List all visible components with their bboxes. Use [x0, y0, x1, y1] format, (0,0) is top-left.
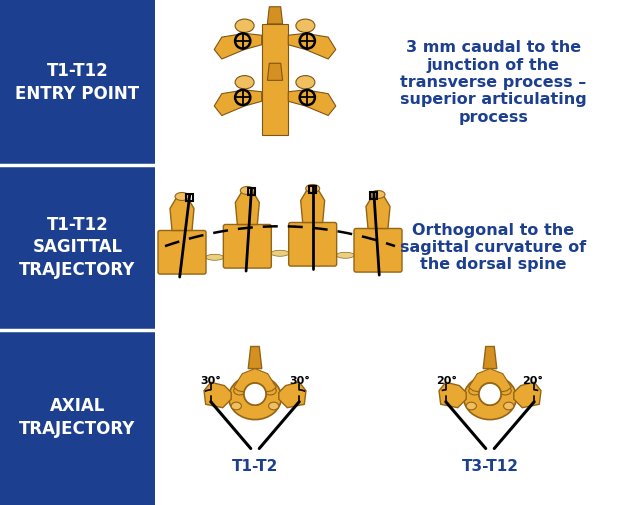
Polygon shape — [214, 90, 262, 116]
Ellipse shape — [337, 252, 355, 258]
Polygon shape — [439, 382, 466, 408]
Ellipse shape — [228, 375, 282, 420]
Ellipse shape — [306, 184, 319, 192]
Ellipse shape — [205, 255, 223, 260]
Ellipse shape — [231, 402, 241, 410]
Circle shape — [479, 383, 501, 405]
Ellipse shape — [371, 190, 385, 198]
Bar — [168, 9, 382, 156]
FancyBboxPatch shape — [158, 230, 206, 274]
Ellipse shape — [504, 402, 514, 410]
Bar — [371, 192, 378, 199]
Bar — [160, 167, 400, 328]
Circle shape — [244, 383, 266, 405]
Text: 20°: 20° — [522, 376, 543, 386]
Polygon shape — [288, 33, 336, 59]
Ellipse shape — [234, 386, 246, 395]
Circle shape — [244, 383, 266, 405]
Polygon shape — [288, 90, 336, 116]
Polygon shape — [248, 346, 262, 369]
Ellipse shape — [235, 76, 254, 89]
Polygon shape — [268, 63, 283, 80]
Polygon shape — [301, 190, 324, 223]
FancyBboxPatch shape — [289, 223, 337, 266]
Text: 30°: 30° — [200, 376, 221, 386]
Polygon shape — [366, 196, 390, 228]
FancyBboxPatch shape — [354, 228, 402, 272]
Ellipse shape — [296, 19, 315, 32]
Ellipse shape — [235, 19, 254, 32]
Ellipse shape — [499, 386, 511, 395]
Polygon shape — [234, 369, 276, 394]
Circle shape — [479, 383, 501, 405]
Ellipse shape — [463, 375, 516, 420]
Text: T1-T12
SAGITTAL
TRAJECTORY: T1-T12 SAGITTAL TRAJECTORY — [19, 216, 136, 279]
Polygon shape — [483, 346, 497, 369]
Text: T1-T2: T1-T2 — [232, 459, 278, 474]
Polygon shape — [268, 7, 283, 24]
Text: 3 mm caudal to the
junction of the
transverse process –
superior articulating
pr: 3 mm caudal to the junction of the trans… — [400, 40, 587, 125]
Ellipse shape — [241, 186, 254, 194]
Text: AXIAL
TRAJECTORY: AXIAL TRAJECTORY — [19, 397, 136, 438]
Bar — [248, 188, 255, 195]
FancyBboxPatch shape — [223, 225, 271, 268]
Text: T1-T12
ENTRY POINT: T1-T12 ENTRY POINT — [15, 63, 140, 103]
Ellipse shape — [175, 192, 189, 200]
Polygon shape — [514, 382, 541, 408]
Polygon shape — [279, 382, 306, 408]
Polygon shape — [214, 33, 262, 59]
Ellipse shape — [264, 386, 276, 395]
Text: Orthogonal to the
sagittal curvature of
the dorsal spine: Orthogonal to the sagittal curvature of … — [400, 223, 586, 272]
Bar — [0, 0, 155, 505]
Ellipse shape — [466, 402, 476, 410]
Polygon shape — [468, 369, 511, 394]
Polygon shape — [262, 24, 288, 134]
Bar — [309, 186, 316, 193]
Ellipse shape — [468, 386, 481, 395]
Polygon shape — [204, 382, 231, 408]
Ellipse shape — [269, 402, 279, 410]
Ellipse shape — [271, 250, 289, 256]
Polygon shape — [170, 198, 194, 230]
Text: 20°: 20° — [436, 376, 458, 386]
Polygon shape — [236, 192, 259, 225]
Text: T3-T12: T3-T12 — [461, 459, 518, 474]
Ellipse shape — [296, 76, 315, 89]
Text: 30°: 30° — [289, 376, 310, 386]
Bar — [186, 194, 193, 201]
